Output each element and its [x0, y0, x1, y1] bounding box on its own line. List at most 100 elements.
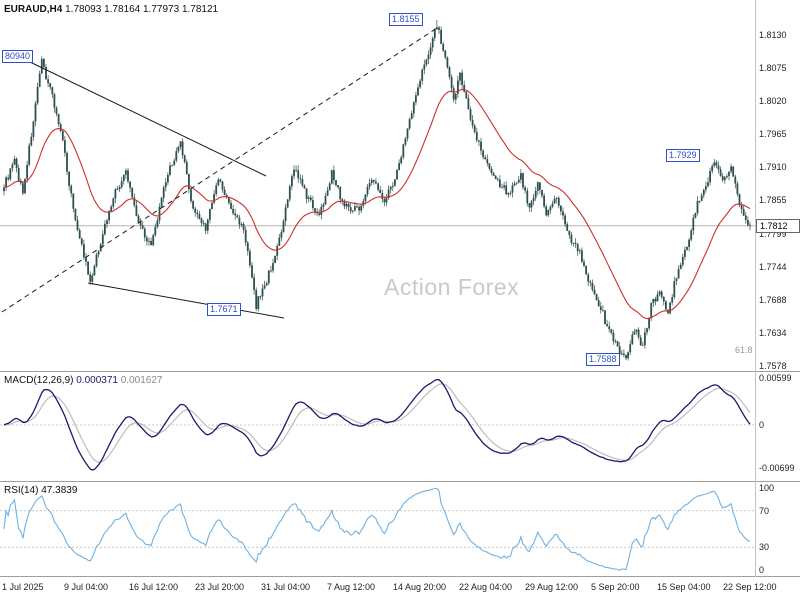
candle-body: [633, 331, 636, 335]
candle-body: [707, 182, 709, 187]
candle-body: [7, 177, 10, 180]
candle-body: [396, 170, 398, 180]
candle-body: [362, 201, 365, 206]
trendline-dashed-2[interactable]: [1, 27, 438, 313]
candle-body: [28, 145, 31, 165]
time-tick: 9 Jul 04:00: [64, 582, 109, 592]
candle-body: [623, 353, 625, 355]
candle-body: [423, 64, 426, 70]
candle-body: [658, 291, 661, 295]
time-tick: 14 Aug 20:00: [393, 582, 447, 592]
rsi-tick-0: 0: [759, 565, 765, 575]
candle-body: [457, 80, 459, 94]
candle-body: [454, 93, 457, 100]
candle-body: [467, 98, 470, 110]
price-label-80940[interactable]: 80940: [2, 50, 34, 63]
candle-body: [76, 220, 79, 231]
candle-body: [517, 179, 520, 183]
candle-body: [118, 187, 121, 189]
candle-body: [333, 170, 335, 181]
rsi-tick-70: 70: [759, 506, 770, 516]
candle-body: [228, 197, 230, 203]
candle-body: [427, 54, 430, 60]
candle-body: [104, 223, 106, 235]
candle-body: [564, 215, 566, 225]
macd-panel[interactable]: MACD(12,26,9) 0.000371 0.001627: [0, 371, 800, 482]
candle-body: [484, 157, 487, 160]
candle-body: [143, 228, 146, 238]
ohlc-header: EURAUD,H4 1.78093 1.78164 1.77973 1.7812…: [4, 4, 218, 15]
price-tick-1.8130: 1.8130: [759, 30, 787, 40]
candle-body: [122, 174, 125, 181]
candle-body: [412, 102, 415, 114]
candle-body: [43, 59, 45, 67]
macd-signal-value: 0.001627: [120, 375, 163, 386]
price-label-1.8155[interactable]: 1.8155: [389, 13, 423, 26]
candle-body: [539, 182, 541, 190]
candle-body: [213, 194, 215, 203]
candle-body: [89, 274, 92, 282]
candle-body: [278, 237, 281, 246]
candle-body: [507, 193, 510, 195]
candle-body: [639, 337, 642, 346]
trendline-solid-1[interactable]: [87, 282, 285, 319]
trendline-solid-0[interactable]: [29, 61, 267, 177]
rsi-canvas[interactable]: [0, 481, 755, 576]
candle-body: [618, 346, 621, 355]
price-label-1.7671[interactable]: 1.7671: [207, 303, 241, 316]
candle-body: [732, 166, 735, 177]
price-label-1.7588[interactable]: 1.7588: [586, 353, 620, 366]
candle-body: [648, 317, 650, 329]
candle-body: [24, 178, 26, 194]
fib-level-label[interactable]: 61.8: [735, 345, 753, 355]
candle-body: [57, 113, 60, 125]
candle-body: [404, 138, 407, 145]
candle-body: [723, 177, 726, 181]
candle-body: [431, 38, 434, 48]
candle-body: [652, 298, 655, 303]
candle-body: [469, 109, 472, 120]
candle-body: [368, 183, 371, 187]
candle-body: [711, 165, 714, 172]
candle-body: [591, 283, 594, 290]
candle-body: [719, 169, 722, 176]
candle-body: [293, 169, 295, 177]
candle-body: [139, 222, 142, 226]
candle-body: [15, 158, 18, 168]
candle-body: [288, 186, 291, 200]
candle-body: [169, 165, 171, 175]
time-tick: 1 Jul 2025: [2, 582, 44, 592]
macd-canvas[interactable]: [0, 371, 755, 481]
candle-body: [620, 353, 623, 355]
candle-body: [589, 281, 592, 283]
candle-body: [494, 175, 497, 180]
macd-signal-line: [3, 383, 751, 463]
price-chart-canvas[interactable]: [0, 0, 755, 371]
candle-body: [681, 256, 684, 265]
time-scale[interactable]: 1 Jul 2025 9 Jul 04:00 16 Jul 12:00 23 Jul …: [0, 577, 800, 600]
candle-body: [370, 180, 373, 183]
candle-body: [175, 151, 178, 161]
candle-body: [83, 244, 85, 258]
candle-body: [602, 309, 604, 311]
candle-body: [219, 179, 222, 182]
price-label-1.7929[interactable]: 1.7929: [666, 149, 700, 162]
price-scale[interactable]: 1.7812 1.8130 1.8075 1.8020 1.7965 1.7910 1.7…: [756, 0, 800, 577]
candle-body: [593, 289, 596, 294]
candle-body: [473, 125, 476, 132]
candle-body: [419, 80, 421, 88]
candle-body: [339, 187, 342, 200]
candle-body: [112, 198, 115, 207]
candle-body: [5, 177, 7, 188]
candle-body: [505, 185, 508, 195]
candle-body: [301, 179, 304, 186]
candle-body: [337, 185, 339, 188]
candle-body: [402, 144, 405, 158]
price-chart-panel[interactable]: Action Forex 80940 1.8155 1.7929 1.7671 1.75…: [0, 0, 800, 372]
candle-body: [744, 215, 747, 220]
candle-body: [450, 77, 453, 89]
candle-body: [684, 249, 686, 257]
candle-body: [549, 206, 552, 211]
candle-body: [671, 297, 674, 303]
rsi-panel[interactable]: RSI(14) 47.3839: [0, 481, 800, 577]
